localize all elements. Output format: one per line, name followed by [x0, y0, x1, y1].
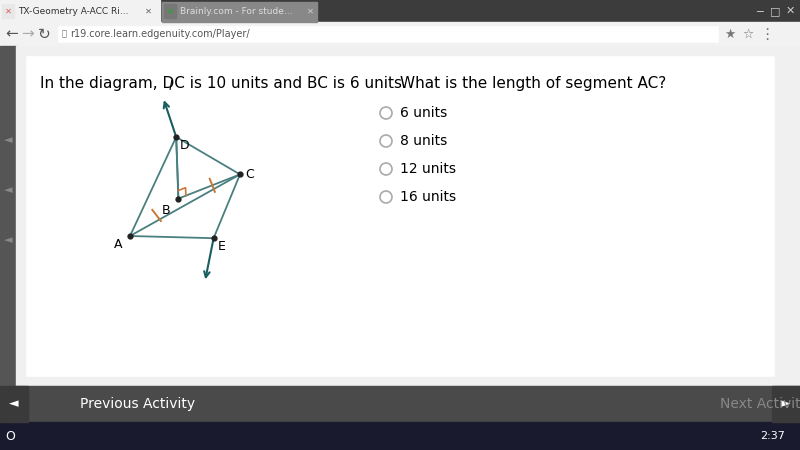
- Text: ✕: ✕: [786, 6, 794, 16]
- Text: ★: ★: [724, 27, 736, 40]
- Text: What is the length of segment AC?: What is the length of segment AC?: [400, 76, 666, 91]
- Bar: [162, 2, 317, 22]
- Bar: [0, 422, 800, 450]
- Text: A: A: [114, 238, 122, 251]
- Bar: [0, 386, 800, 422]
- Bar: [0, 0, 800, 22]
- Text: 12 units: 12 units: [400, 162, 456, 176]
- Text: 🔒: 🔒: [62, 30, 67, 39]
- Text: D: D: [180, 139, 190, 152]
- Text: ◄: ◄: [4, 235, 12, 245]
- Text: →: →: [22, 27, 34, 41]
- Text: Brainly.com - For stude...: Brainly.com - For stude...: [180, 6, 293, 15]
- Text: ◄: ◄: [4, 185, 12, 195]
- Text: ←: ←: [6, 27, 18, 41]
- Text: ─: ─: [757, 6, 763, 16]
- Bar: [0, 22, 800, 46]
- Text: ✕: ✕: [5, 6, 11, 15]
- Text: 16 units: 16 units: [400, 190, 456, 204]
- Text: In the diagram, DC is 10 units and BC is 6 units.: In the diagram, DC is 10 units and BC is…: [40, 76, 407, 91]
- Text: B: B: [162, 203, 170, 216]
- Text: □: □: [770, 6, 780, 16]
- Text: 6 units: 6 units: [400, 106, 447, 120]
- Text: ☆: ☆: [742, 27, 754, 40]
- Text: ◄: ◄: [4, 135, 12, 145]
- Text: Next Activity: Next Activity: [720, 397, 800, 411]
- Text: l: l: [169, 81, 173, 94]
- Bar: [164, 4, 176, 18]
- Text: ↻: ↻: [38, 27, 50, 41]
- Bar: [2, 4, 14, 18]
- Text: O: O: [5, 429, 15, 442]
- Text: C: C: [245, 168, 254, 181]
- Bar: [772, 386, 800, 422]
- Text: E: E: [218, 240, 226, 253]
- Text: TX-Geometry A-ACC Ri...: TX-Geometry A-ACC Ri...: [18, 6, 129, 15]
- Text: ⋮: ⋮: [759, 27, 774, 41]
- Text: ✕: ✕: [306, 6, 314, 15]
- Text: ►: ►: [781, 397, 791, 410]
- Bar: [26, 56, 774, 376]
- Bar: [0, 46, 16, 386]
- Text: 2:37: 2:37: [760, 431, 785, 441]
- Text: Previous Activity: Previous Activity: [80, 397, 195, 411]
- Bar: [58, 26, 718, 42]
- Bar: [0, 386, 28, 422]
- Text: ✕: ✕: [166, 6, 174, 15]
- Text: ◄: ◄: [9, 397, 19, 410]
- Text: r19.core.learn.edgenuity.com/Player/: r19.core.learn.edgenuity.com/Player/: [70, 29, 250, 39]
- Bar: [0, 0, 160, 22]
- Bar: [16, 46, 800, 386]
- Text: 8 units: 8 units: [400, 134, 447, 148]
- Text: ✕: ✕: [145, 6, 151, 15]
